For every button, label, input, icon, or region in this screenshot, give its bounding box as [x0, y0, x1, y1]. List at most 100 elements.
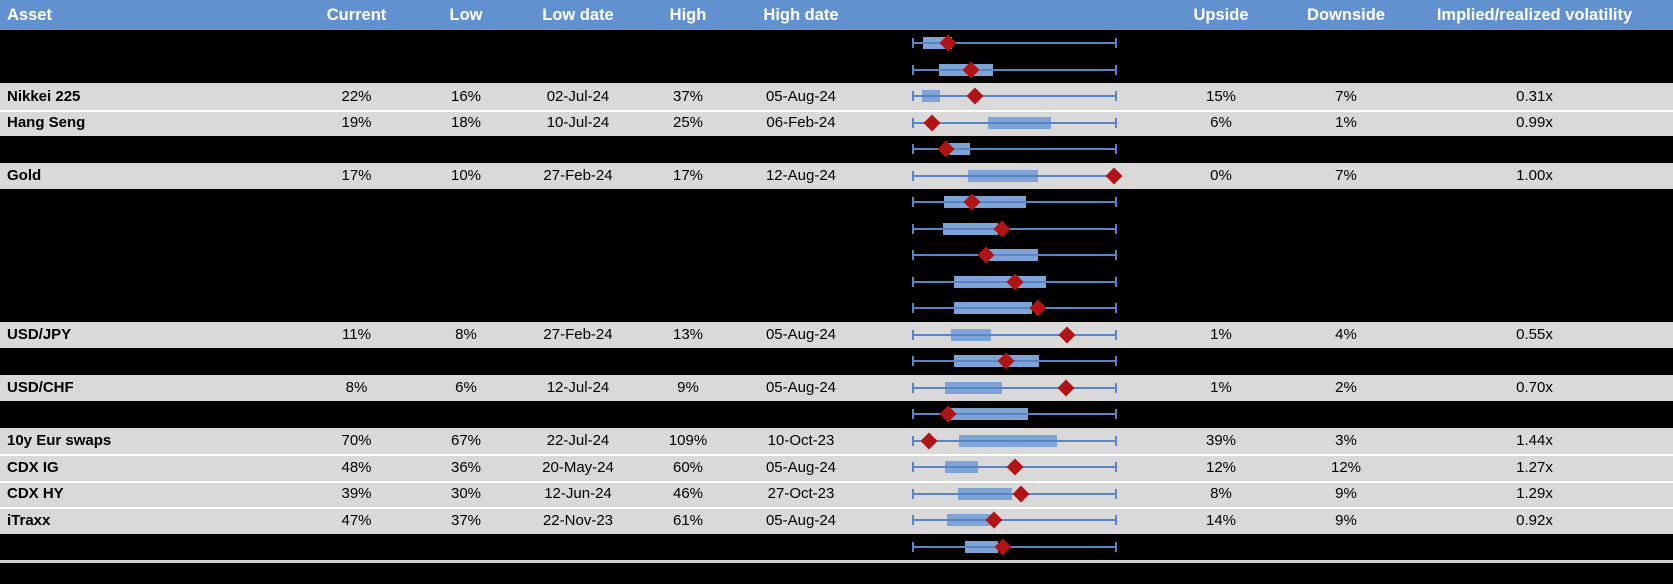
boxplot-right-cap	[1115, 409, 1117, 420]
range-boxplot	[912, 322, 1117, 349]
asset-name: Hang Seng	[7, 114, 86, 132]
upside-value: 15%	[1205, 87, 1237, 105]
plot-only-row	[0, 242, 1673, 269]
plot-only-row	[0, 295, 1673, 322]
boxplot-right-cap	[1115, 462, 1117, 473]
range-boxplot	[912, 375, 1117, 402]
plot-only-row	[0, 268, 1673, 296]
high-date: 27-Oct-23	[767, 485, 835, 503]
high-date: 05-Aug-24	[765, 511, 837, 529]
boxplot-whisker-line	[912, 386, 1117, 389]
low-date: 20-May-24	[542, 458, 614, 476]
high-date: 05-Aug-24	[765, 87, 837, 105]
low-date: 27-Feb-24	[543, 167, 613, 185]
asset-row: CDX IG 48% 36% 20-May-24 60% 05-Aug-24 12% 12% 1…	[0, 454, 1673, 481]
boxplot-whisker-line	[912, 121, 1117, 124]
implied-realized-vol: 0.55x	[1516, 326, 1553, 344]
current-value: 19%	[341, 114, 372, 132]
boxplot-left-cap	[912, 38, 914, 49]
range-boxplot	[912, 136, 1117, 163]
downside-value: 7%	[1335, 167, 1357, 185]
boxplot-right-cap	[1115, 303, 1117, 314]
boxplot-left-cap	[912, 303, 914, 314]
boxplot-whisker-line	[912, 307, 1117, 310]
boxplot-right-cap	[1115, 64, 1117, 75]
range-boxplot	[912, 269, 1117, 296]
high-value: 9%	[677, 379, 699, 397]
range-boxplot	[912, 163, 1123, 190]
current-level-diamond	[1029, 299, 1047, 317]
range-boxplot	[912, 242, 1117, 269]
asset-row: iTraxx 47% 37% 22-Nov-23 61% 05-Aug-24 14% 9% 0.…	[0, 507, 1673, 534]
asset-name: Gold	[7, 167, 42, 185]
low-date: 12-Jul-24	[546, 379, 610, 397]
boxplot-right-cap	[1115, 356, 1117, 367]
implied-realized-vol: 0.70x	[1516, 379, 1553, 397]
column-header-vol: Implied/realized volatility	[1436, 5, 1633, 24]
boxplot-left-cap	[912, 250, 914, 261]
boxplot-left-cap	[912, 276, 914, 287]
boxplot-whisker-line	[912, 360, 1117, 363]
high-value: 109%	[668, 432, 708, 450]
current-value: 47%	[341, 511, 372, 529]
footer-divider	[0, 560, 1673, 563]
low-date: 02-Jul-24	[546, 87, 610, 105]
boxplot-left-cap	[912, 435, 914, 446]
current-value: 17%	[341, 167, 372, 185]
current-value: 48%	[341, 458, 372, 476]
table-header: Asset Current Low Low date High High date Upsi…	[0, 0, 1673, 30]
high-value: 61%	[672, 511, 704, 529]
boxplot-whisker-line	[912, 174, 1117, 177]
plot-only-row	[0, 189, 1673, 216]
high-value: 17%	[672, 167, 704, 185]
low-value: 67%	[450, 432, 482, 450]
boxplot-left-cap	[912, 541, 914, 552]
high-date: 10-Oct-23	[767, 432, 835, 450]
current-value: 70%	[341, 432, 372, 450]
boxplot-left-cap	[912, 170, 914, 181]
current-value: 11%	[342, 326, 371, 344]
range-boxplot	[912, 189, 1117, 216]
boxplot-right-cap	[1115, 276, 1117, 287]
boxplot-whisker-line	[912, 439, 1117, 442]
range-boxplot	[912, 83, 1117, 110]
range-boxplot	[912, 534, 1117, 561]
boxplot-whisker-line	[912, 413, 1117, 416]
asset-row: CDX HY 39% 30% 12-Jun-24 46% 27-Oct-23 8% 9% 1.2…	[0, 480, 1673, 507]
low-value: 37%	[450, 511, 482, 529]
column-header-current: Current	[326, 5, 387, 24]
range-boxplot	[912, 348, 1117, 375]
range-boxplot	[912, 295, 1117, 322]
upside-value: 8%	[1210, 485, 1232, 503]
implied-realized-vol: 1.00x	[1516, 167, 1553, 185]
current-level-diamond	[920, 432, 938, 450]
asset-row: USD/CHF 8% 6% 12-Jul-24 9% 05-Aug-24 1% 2% 0.70x	[0, 374, 1673, 402]
low-value: 16%	[450, 87, 482, 105]
implied-realized-vol: 0.99x	[1516, 114, 1553, 132]
high-date: 06-Feb-24	[766, 114, 836, 132]
plot-only-row	[0, 56, 1673, 83]
boxplot-right-cap	[1115, 515, 1117, 526]
downside-value: 4%	[1335, 326, 1357, 344]
boxplot-whisker-line	[912, 227, 1117, 230]
boxplot-left-cap	[912, 117, 914, 128]
boxplot-left-cap	[912, 356, 914, 367]
current-level-diamond	[1105, 167, 1123, 185]
downside-value: 9%	[1335, 485, 1357, 503]
current-value: 22%	[341, 87, 372, 105]
current-value: 39%	[341, 485, 372, 503]
current-level-diamond	[1058, 326, 1076, 344]
boxplot-left-cap	[912, 91, 914, 102]
low-date: 27-Feb-24	[543, 326, 613, 344]
downside-value: 7%	[1335, 87, 1357, 105]
column-header-high_date: High date	[763, 5, 839, 24]
boxplot-right-cap	[1115, 250, 1117, 261]
high-date: 05-Aug-24	[765, 458, 837, 476]
boxplot-right-cap	[1115, 91, 1117, 102]
high-value: 60%	[672, 458, 704, 476]
upside-value: 6%	[1210, 114, 1232, 132]
boxplot-right-cap	[1115, 117, 1117, 128]
boxplot-left-cap	[912, 197, 914, 208]
boxplot-whisker-line	[912, 254, 1117, 257]
